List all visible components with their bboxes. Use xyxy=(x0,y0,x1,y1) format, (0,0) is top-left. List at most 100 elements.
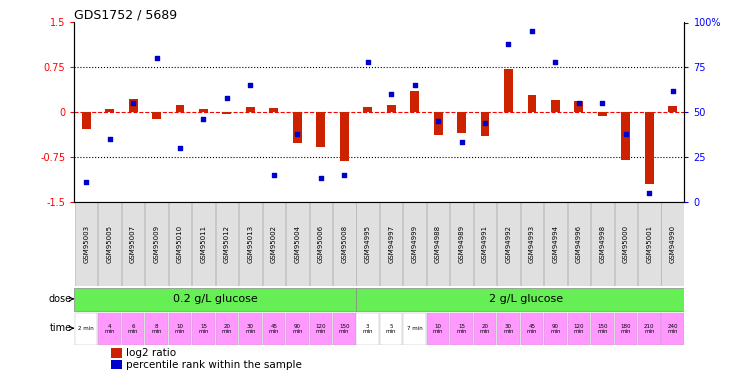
Point xyxy=(573,100,585,106)
FancyBboxPatch shape xyxy=(544,202,567,286)
Point xyxy=(455,140,467,146)
Text: GSM94992: GSM94992 xyxy=(505,225,511,263)
Point xyxy=(502,41,514,47)
Text: GSM95013: GSM95013 xyxy=(248,225,254,263)
Point xyxy=(150,56,162,62)
Text: GSM94989: GSM94989 xyxy=(458,225,464,263)
Text: GSM94998: GSM94998 xyxy=(600,225,606,263)
FancyBboxPatch shape xyxy=(380,202,403,286)
FancyBboxPatch shape xyxy=(427,313,449,345)
Bar xyxy=(410,91,419,112)
Text: log2 ratio: log2 ratio xyxy=(126,348,176,358)
FancyBboxPatch shape xyxy=(356,202,379,286)
Text: 0.2 g/L glucose: 0.2 g/L glucose xyxy=(173,294,257,304)
FancyBboxPatch shape xyxy=(356,288,696,311)
FancyBboxPatch shape xyxy=(333,202,356,286)
FancyBboxPatch shape xyxy=(661,313,684,345)
Point xyxy=(526,28,538,34)
Bar xyxy=(551,100,560,112)
Bar xyxy=(111,348,122,358)
FancyBboxPatch shape xyxy=(661,202,684,286)
Text: 120
min: 120 min xyxy=(574,324,584,334)
Text: GDS1752 / 5689: GDS1752 / 5689 xyxy=(74,8,178,21)
FancyBboxPatch shape xyxy=(310,313,332,345)
Text: 15
min: 15 min xyxy=(198,324,209,334)
Text: dose: dose xyxy=(49,294,72,304)
FancyBboxPatch shape xyxy=(615,202,637,286)
Bar xyxy=(645,112,654,184)
Text: 20
min: 20 min xyxy=(480,324,490,334)
Text: 6
min: 6 min xyxy=(128,324,138,334)
FancyBboxPatch shape xyxy=(450,202,473,286)
Bar xyxy=(246,107,255,112)
Bar xyxy=(129,99,138,112)
FancyBboxPatch shape xyxy=(474,313,496,345)
Text: GSM94995: GSM94995 xyxy=(365,225,371,263)
Bar xyxy=(199,109,208,112)
FancyBboxPatch shape xyxy=(169,313,191,345)
Bar xyxy=(481,112,490,136)
Point xyxy=(197,116,209,122)
Point xyxy=(292,130,304,136)
Bar xyxy=(457,112,466,133)
Text: 20
min: 20 min xyxy=(222,324,232,334)
FancyBboxPatch shape xyxy=(122,202,144,286)
FancyBboxPatch shape xyxy=(216,313,238,345)
Text: GSM95001: GSM95001 xyxy=(647,225,652,263)
Bar xyxy=(293,112,302,143)
Bar xyxy=(176,105,185,112)
Text: GSM95012: GSM95012 xyxy=(224,225,230,263)
Text: 150
min: 150 min xyxy=(339,324,350,334)
FancyBboxPatch shape xyxy=(638,313,661,345)
Text: GSM95011: GSM95011 xyxy=(200,225,206,263)
Text: 10
min: 10 min xyxy=(433,324,443,334)
FancyBboxPatch shape xyxy=(591,202,614,286)
FancyBboxPatch shape xyxy=(615,313,637,345)
Text: time: time xyxy=(50,323,72,333)
FancyBboxPatch shape xyxy=(75,313,97,345)
Text: GSM95003: GSM95003 xyxy=(83,225,89,263)
Point xyxy=(550,59,562,65)
FancyBboxPatch shape xyxy=(568,202,590,286)
Point xyxy=(221,95,233,101)
Text: GSM95010: GSM95010 xyxy=(177,225,183,263)
FancyBboxPatch shape xyxy=(145,313,168,345)
Text: 120
min: 120 min xyxy=(315,324,326,334)
Text: GSM94996: GSM94996 xyxy=(576,225,582,263)
FancyBboxPatch shape xyxy=(474,202,496,286)
FancyBboxPatch shape xyxy=(310,202,332,286)
FancyBboxPatch shape xyxy=(403,202,426,286)
Text: 150
min: 150 min xyxy=(597,324,608,334)
Bar xyxy=(598,112,607,116)
Point xyxy=(268,172,280,178)
Bar xyxy=(504,69,513,112)
Point xyxy=(315,175,327,181)
Text: GSM94993: GSM94993 xyxy=(529,225,535,263)
FancyBboxPatch shape xyxy=(450,313,473,345)
Text: 90
min: 90 min xyxy=(292,324,303,334)
Text: GSM94999: GSM94999 xyxy=(411,225,417,263)
Point xyxy=(644,190,655,196)
FancyBboxPatch shape xyxy=(75,202,97,286)
Text: GSM95006: GSM95006 xyxy=(318,225,324,263)
Bar xyxy=(222,112,231,114)
Text: 180
min: 180 min xyxy=(620,324,631,334)
FancyBboxPatch shape xyxy=(239,313,262,345)
Text: 4
min: 4 min xyxy=(104,324,115,334)
FancyBboxPatch shape xyxy=(380,313,403,345)
Bar xyxy=(574,101,583,112)
FancyBboxPatch shape xyxy=(192,313,215,345)
Text: GSM95005: GSM95005 xyxy=(106,225,112,263)
FancyBboxPatch shape xyxy=(497,202,520,286)
Text: GSM94994: GSM94994 xyxy=(553,225,559,263)
FancyBboxPatch shape xyxy=(568,313,590,345)
FancyBboxPatch shape xyxy=(403,313,426,345)
Bar xyxy=(363,106,372,112)
Text: GSM94997: GSM94997 xyxy=(388,225,394,263)
Text: GSM95002: GSM95002 xyxy=(271,225,277,263)
Text: GSM95007: GSM95007 xyxy=(130,225,136,263)
FancyBboxPatch shape xyxy=(638,202,661,286)
Point xyxy=(127,100,139,106)
Bar xyxy=(527,95,536,112)
Text: 5
min: 5 min xyxy=(386,324,397,334)
